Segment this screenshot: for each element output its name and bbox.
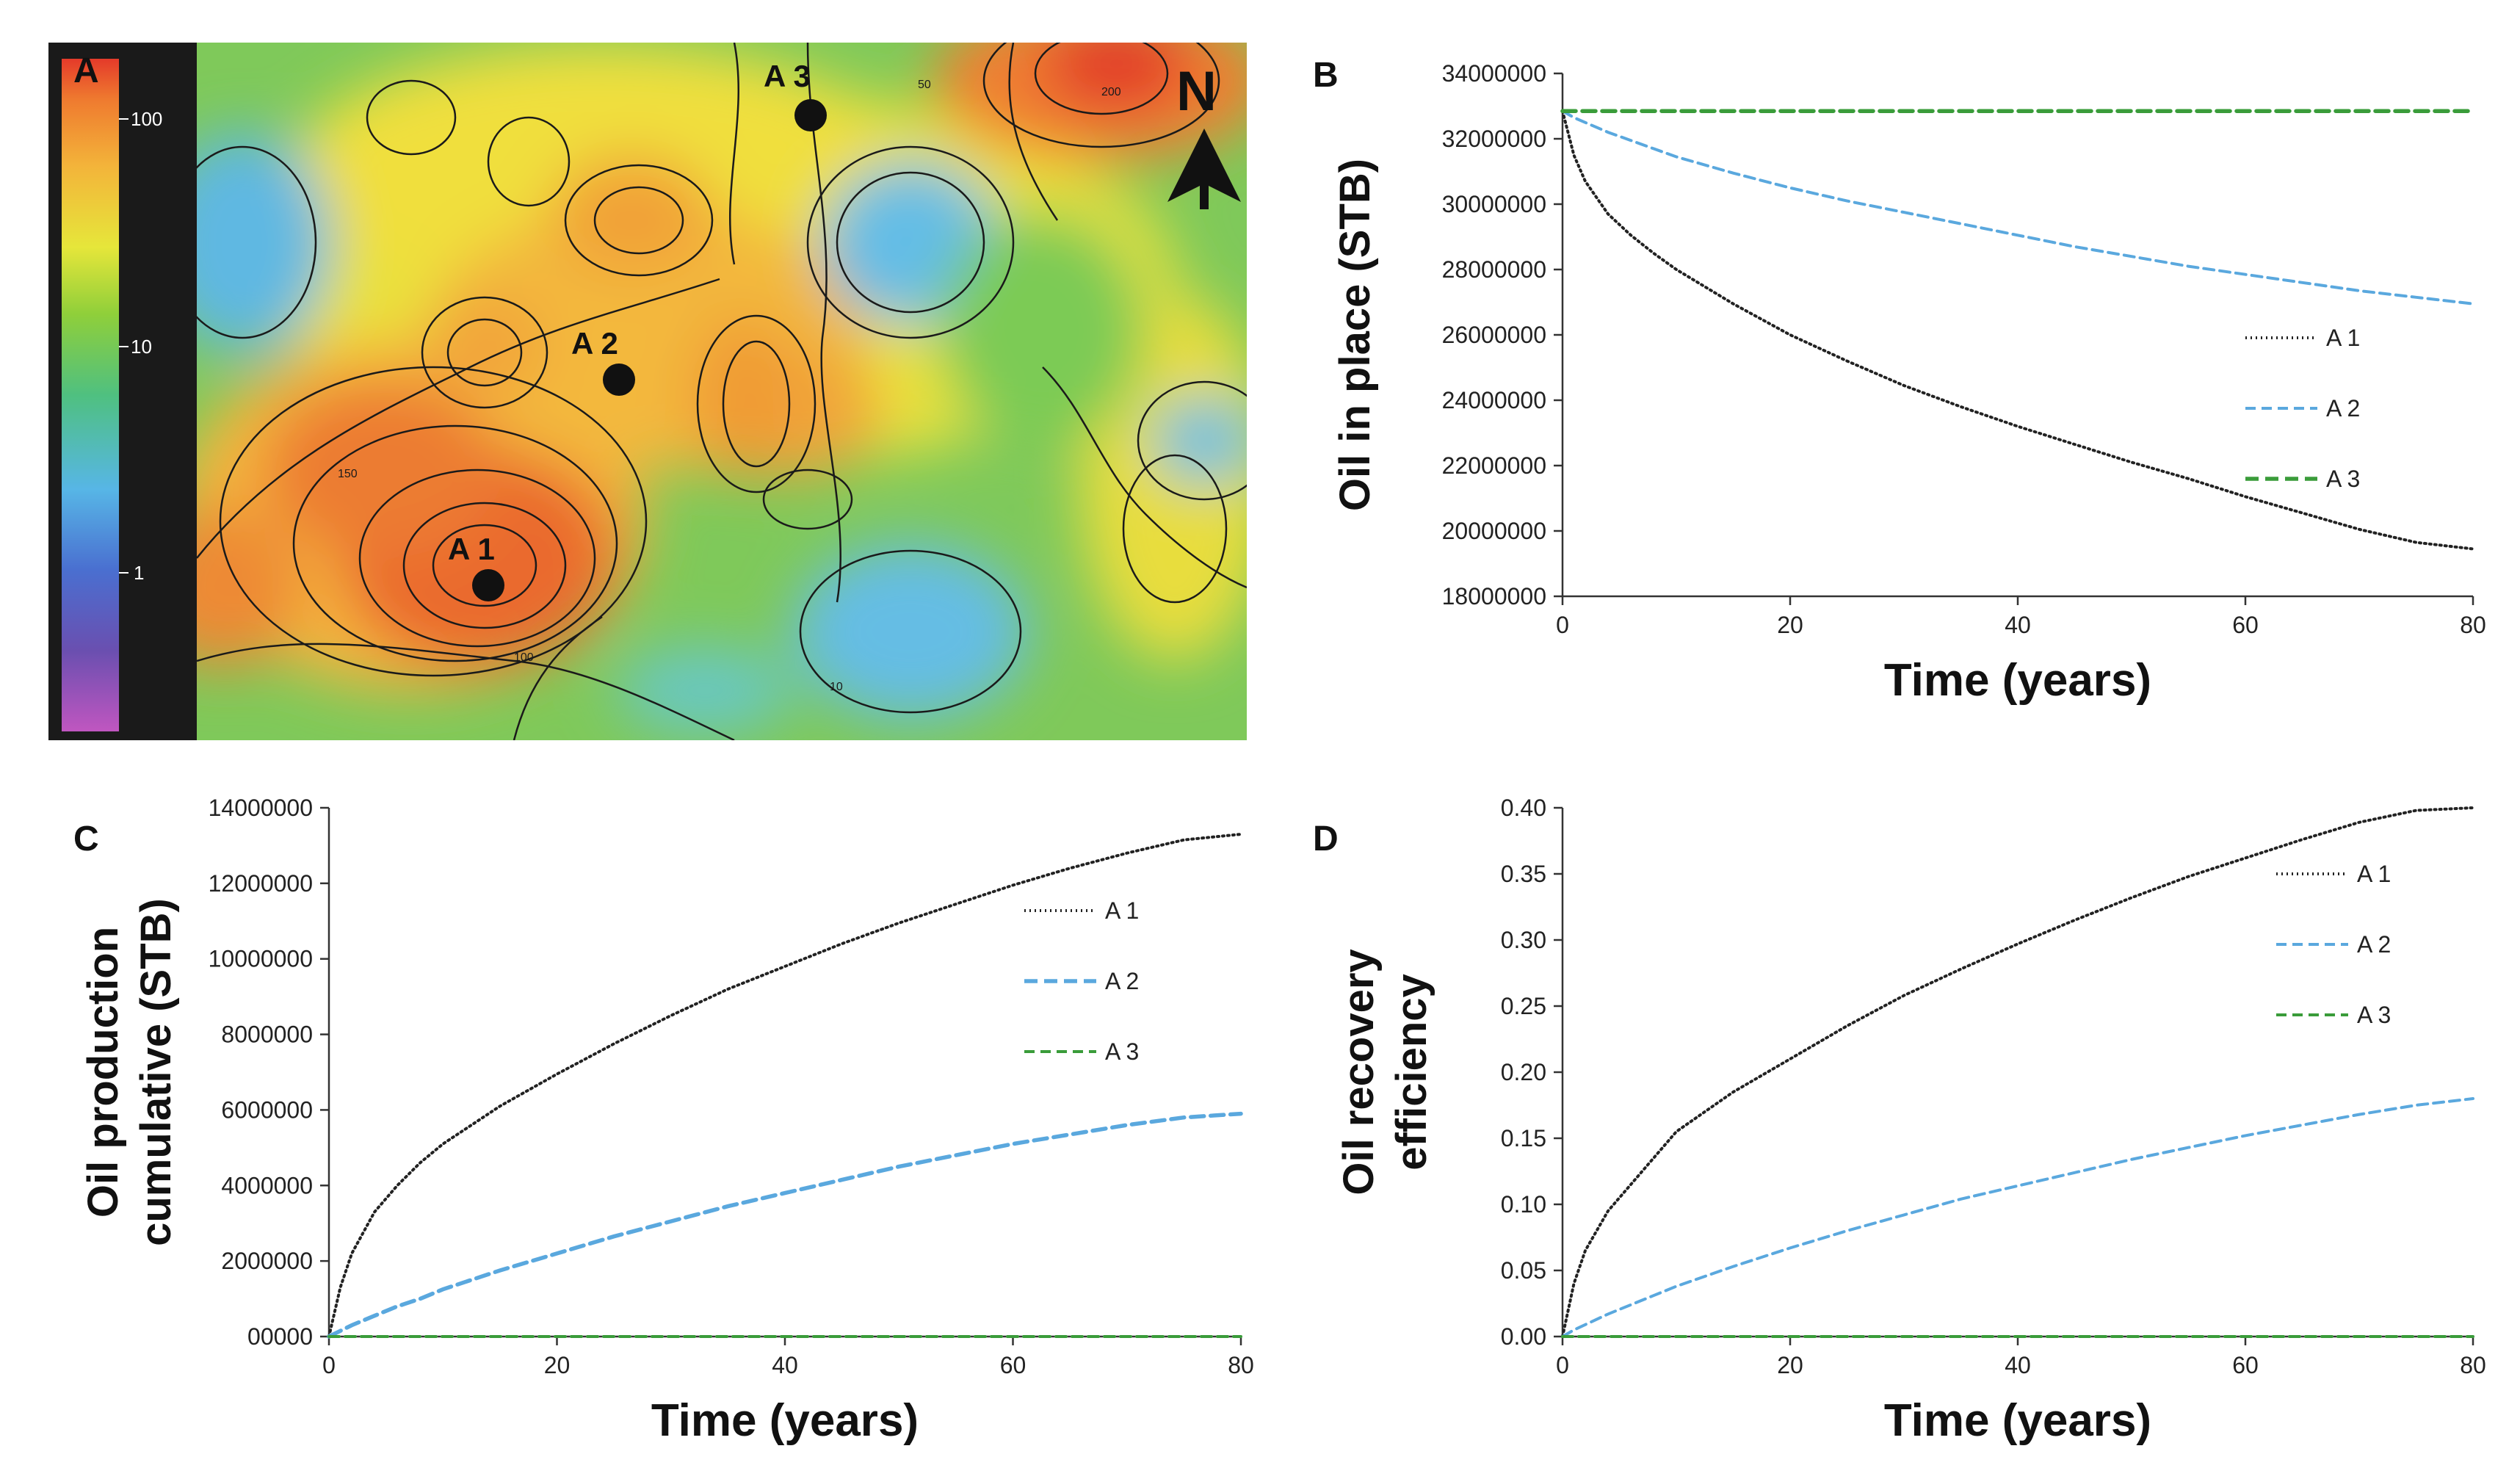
svg-text:100: 100 [514, 651, 534, 664]
legend-label: A 3 [2326, 466, 2360, 492]
series-line [1561, 806, 2474, 1338]
y-tick-label: 14000000 [209, 795, 313, 821]
panel-b-oil-in-place: B 18000000 20000000 22000000 24000000 2600000… [1313, 56, 2486, 706]
y-tick-label: 0.35 [1501, 861, 1546, 887]
x-tick-label: 0 [1556, 612, 1569, 638]
panel-letter: B [1313, 56, 1339, 95]
panel-letter: C [73, 820, 99, 858]
svg-text:50: 50 [918, 79, 931, 91]
x-tick-label: 80 [2460, 1352, 2486, 1378]
x-tick-label: 0 [1556, 1352, 1569, 1378]
x-tick-label: 20 [1777, 612, 1803, 638]
permeability-map: 10 50 100 150 200 [197, 43, 1247, 740]
y-tick-label: 20000000 [1442, 518, 1546, 544]
x-axis-label: Time (years) [1884, 655, 2151, 706]
x-tick-label: 40 [2005, 612, 2031, 638]
y-tick-label: 30000000 [1442, 191, 1546, 217]
y-tick-label: 2000000 [221, 1248, 313, 1274]
legend-label: A 1 [1105, 897, 1139, 924]
legend-label: A 3 [2357, 1002, 2391, 1028]
y-tick-label: 18000000 [1442, 583, 1546, 610]
y-tick-label: 34000000 [1442, 60, 1546, 87]
legend-label: A 2 [2357, 931, 2391, 958]
y-tick-label: 0.05 [1501, 1257, 1546, 1284]
colorbar-tick-label: 10 [131, 336, 152, 358]
svg-text:200: 200 [1101, 86, 1121, 98]
x-axis-label: Time (years) [1884, 1395, 2151, 1446]
y-tick-label: 00000 [247, 1323, 313, 1350]
series-line [327, 833, 1242, 1338]
x-tick-label: 20 [544, 1352, 571, 1378]
legend-label: A 2 [2326, 395, 2360, 422]
colorbar-ticks: 100 10 1 [119, 108, 162, 584]
well-marker [603, 364, 635, 396]
y-tick-label: 28000000 [1442, 256, 1546, 283]
y-tick-label: 8000000 [221, 1021, 313, 1048]
legend-label: A 2 [1105, 968, 1139, 994]
x-tick-label: 80 [2460, 612, 2486, 638]
well-a2: A 2 [571, 326, 635, 396]
colorbar [62, 59, 119, 731]
well-a1: A 1 [448, 532, 504, 601]
y-tick-label: 32000000 [1442, 126, 1546, 152]
svg-text:10: 10 [830, 681, 843, 693]
colorbar-tick-label: 100 [131, 108, 162, 130]
well-a3: A 3 [764, 59, 827, 131]
x-tick-label: 80 [1228, 1352, 1254, 1378]
x-tick-label: 0 [322, 1352, 336, 1378]
panel-d-recovery-efficiency: D 0.00 0.05 0.10 0.15 0.20 0.25 0.30 0.35 0.40 0 20… [1313, 795, 2486, 1446]
y-axis-label-line: Oil production [79, 927, 127, 1218]
y-tick-label: 0.40 [1501, 795, 1546, 821]
north-label: N [1176, 60, 1217, 123]
y-tick-label: 0.10 [1501, 1191, 1546, 1218]
series-line [1561, 1097, 2474, 1338]
panel-letter: D [1313, 820, 1339, 858]
y-axis-label-line: efficiency [1388, 974, 1435, 1171]
series-line [1561, 109, 2474, 551]
y-axis-label-line: cumulative (STB) [132, 898, 180, 1246]
well-marker [472, 569, 504, 601]
y-tick-label: 10000000 [209, 946, 313, 972]
contour-lines [197, 43, 1247, 740]
colorbar-tick-label: 1 [134, 562, 144, 584]
well-label: A 2 [571, 326, 618, 361]
y-tick-label: 26000000 [1442, 322, 1546, 348]
x-tick-label: 60 [2232, 612, 2259, 638]
x-axis-label: Time (years) [651, 1395, 919, 1446]
panel-a-map: 100 10 1 A [48, 43, 1247, 740]
well-marker [794, 99, 827, 131]
y-axis-label: Oil in place (STB) [1331, 159, 1379, 511]
panel-c-cumulative-production: C 00000 2000000 4000000 6000000 8000000 100000… [73, 795, 1254, 1446]
x-tick-label: 40 [772, 1352, 798, 1378]
y-tick-label: 4000000 [221, 1172, 313, 1198]
y-axis-label-line: Oil recovery [1335, 949, 1383, 1195]
x-tick-label: 60 [2232, 1352, 2259, 1378]
x-tick-label: 40 [2005, 1352, 2031, 1378]
legend-label: A 3 [1105, 1038, 1139, 1065]
y-tick-label: 24000000 [1442, 387, 1546, 413]
y-tick-label: 0.25 [1501, 993, 1546, 1019]
north-arrow-icon: N [1167, 60, 1241, 209]
contour-labels: 10 50 100 150 200 [338, 79, 1121, 693]
series-line [327, 1111, 1243, 1339]
y-tick-label: 6000000 [221, 1096, 313, 1123]
well-label: A 3 [764, 59, 811, 93]
series-line [1561, 109, 2474, 305]
legend-label: A 1 [2357, 861, 2391, 887]
legend-label: A 1 [2326, 325, 2360, 351]
y-tick-label: 12000000 [209, 870, 313, 897]
y-tick-label: 0.30 [1501, 927, 1546, 953]
well-label: A 1 [448, 532, 495, 566]
svg-text:150: 150 [338, 468, 358, 480]
y-tick-label: 22000000 [1442, 452, 1546, 479]
x-tick-label: 60 [1000, 1352, 1027, 1378]
x-tick-label: 20 [1777, 1352, 1803, 1378]
y-tick-label: 0.20 [1501, 1059, 1546, 1085]
y-tick-label: 0.00 [1501, 1323, 1546, 1350]
panel-letter-a: A [73, 51, 99, 90]
y-tick-label: 0.15 [1501, 1125, 1546, 1151]
